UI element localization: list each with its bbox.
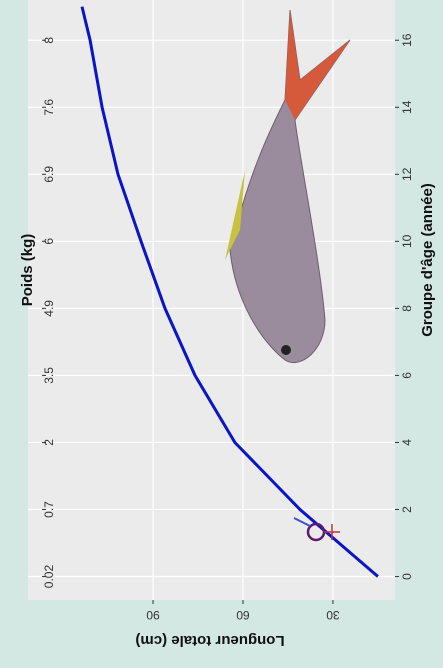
x2-axis-title: Poids (kg) [19,234,36,307]
x-axis-title: Groupe d'âge (année) [419,183,436,337]
x-tick-label: 8 [400,305,414,312]
x2-tick-label: 6.9 [42,166,56,183]
y-tick-label: 30 [326,608,340,622]
x-tick-label: 4 [400,439,414,446]
fish-picture [225,9,351,363]
line-series [80,6,379,578]
x-tick-label: 16 [400,33,414,47]
y-tick-label: 60 [236,608,250,622]
x-tick-label: 12 [400,167,414,181]
x2-tick-label: 3.5 [42,367,56,384]
sex-symbol [293,517,340,542]
x-tick-label: 6 [400,372,414,379]
y-axis-title: Longueur totale (cm) [135,632,284,649]
plot-panel [28,0,395,600]
x2-tick-label: 6 [42,238,56,245]
x2-tick-label: 2 [42,439,56,446]
x2-tick-label: 8 [42,37,56,44]
x-tick-label: 14 [400,100,414,114]
x-tick-label: 10 [400,234,414,248]
x2-tick-label: 0.02 [42,565,56,589]
x2-tick-label: 0.7 [42,501,56,518]
y-tick-label: 90 [146,608,160,622]
x-tick-label: 0 [400,573,414,580]
x2-tick-label: 7.6 [42,99,56,116]
x2-tick-label: 4.9 [42,300,56,317]
x-tick-label: 2 [400,506,414,513]
